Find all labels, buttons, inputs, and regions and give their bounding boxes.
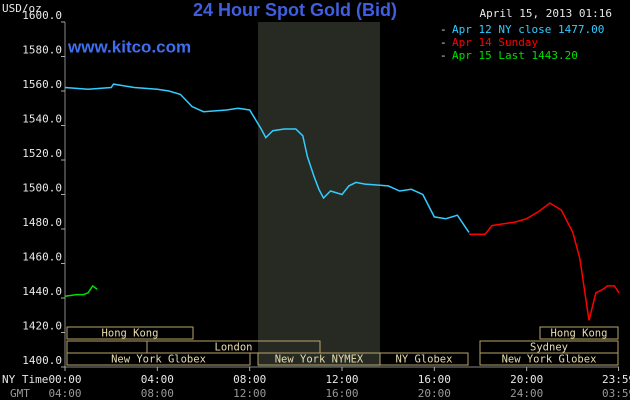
y-tick-label: 1540.0 (22, 113, 62, 126)
y-tick-label: 1580.0 (22, 44, 62, 57)
y-tick-label: 1500.0 (22, 182, 62, 195)
legend-label: Apr 12 NY close 1477.00 (452, 23, 604, 36)
session-label: Hong Kong (102, 328, 159, 340)
x-tick-label: 08:00 (233, 373, 266, 386)
session-label: New York Globex (111, 354, 206, 366)
series-line (64, 83, 470, 233)
y-tick-label: 1400.0 (22, 354, 62, 367)
x2-axis-label: GMT (10, 387, 30, 400)
x2-tick-label: 03:59 (602, 387, 630, 400)
series-line (64, 284, 98, 298)
x2-tick-label: 04:00 (48, 387, 81, 400)
session-label: NY Globex (396, 354, 453, 366)
y-tick-label: 1480.0 (22, 216, 62, 229)
session-label: New York NYMEX (275, 354, 364, 366)
x-axis-label: NY Time (2, 373, 48, 386)
session-label: Hong Kong (551, 328, 608, 340)
legend-marker: - (440, 49, 447, 62)
session-label: Sydney (530, 342, 568, 354)
session-label: New York Globex (502, 354, 597, 366)
y-tick-label: 1460.0 (22, 251, 62, 264)
x2-tick-label: 16:00 (325, 387, 358, 400)
y-tick-label: 1520.0 (22, 147, 62, 160)
x-tick-label: 20:00 (510, 373, 543, 386)
y-tick-label: 1420.0 (22, 320, 62, 333)
session-box (66, 352, 251, 366)
x-tick-label: 23:59 (602, 373, 630, 386)
y-axis-label: USD/oz (2, 2, 42, 15)
x2-tick-label: 12:00 (233, 387, 266, 400)
y-tick-label: 1600.0 (22, 9, 62, 22)
x2-tick-label: 20:00 (418, 387, 451, 400)
x2-tick-label: 08:00 (141, 387, 174, 400)
session-box (66, 326, 194, 340)
chart-title: 24 Hour Spot Gold (Bid) (193, 0, 397, 20)
y-tick-label: 1560.0 (22, 78, 62, 91)
series-line (469, 202, 620, 321)
session-box (479, 352, 619, 366)
timestamp: April 15, 2013 01:16 (480, 7, 612, 20)
x-tick-label: 04:00 (141, 373, 174, 386)
x-tick-label: 00:00 (48, 373, 81, 386)
x-tick-label: 16:00 (418, 373, 451, 386)
session-box (539, 326, 619, 340)
website: www.kitco.com (67, 37, 191, 56)
nymex-hours-band (258, 22, 380, 367)
session-box (379, 352, 469, 366)
legend-marker: - (440, 23, 447, 36)
legend-label: Apr 14 Sunday (452, 36, 538, 49)
x2-tick-label: 24:00 (510, 387, 543, 400)
session-label: London (215, 342, 253, 354)
x-tick-label: 12:00 (325, 373, 358, 386)
y-tick-label: 1440.0 (22, 285, 62, 298)
legend-label: Apr 15 Last 1443.20 (452, 49, 578, 62)
legend-marker: - (440, 36, 447, 49)
